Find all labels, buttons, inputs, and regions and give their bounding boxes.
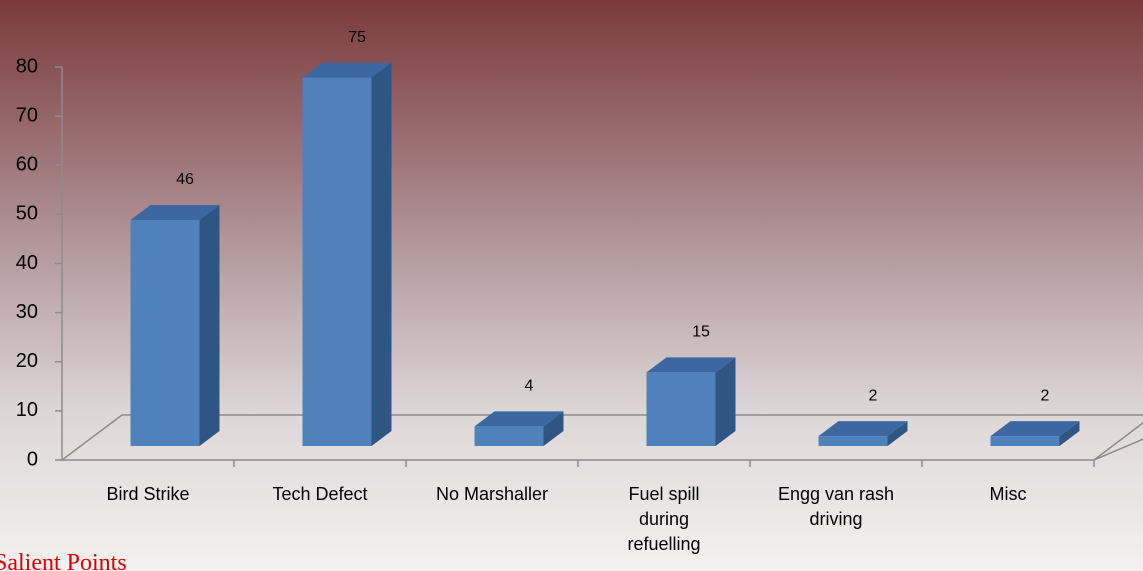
x-tick-label: Fuel spill during refuelling <box>627 484 701 554</box>
y-tick-label: 0 <box>27 448 38 470</box>
bar-side <box>371 62 392 446</box>
value-label: 2 <box>1041 387 1050 404</box>
bar <box>990 421 1080 446</box>
y-tick-label: 70 <box>16 104 38 126</box>
bar <box>646 357 736 446</box>
bar-front <box>646 372 716 446</box>
bar-side <box>715 357 736 446</box>
value-label: 2 <box>869 387 878 404</box>
floor <box>59 414 1143 461</box>
y-tick-label: 20 <box>16 350 38 372</box>
value-label: 75 <box>348 29 366 46</box>
right-wall-edge <box>1093 421 1143 461</box>
x-tick-label: Misc <box>989 484 1027 504</box>
bar <box>302 62 392 446</box>
bar-side <box>199 205 220 446</box>
bar-side <box>543 411 564 446</box>
bar-top <box>474 411 564 427</box>
bar <box>130 205 220 446</box>
x-tick-label: Tech Defect <box>272 484 368 504</box>
bar-front <box>474 426 544 446</box>
value-label: 4 <box>525 378 534 395</box>
bar-top <box>130 205 220 221</box>
x-tick-label: Bird Strike <box>106 484 190 504</box>
bar-front <box>130 220 200 446</box>
y-tick-label: 10 <box>16 399 38 421</box>
bar-side <box>887 421 908 446</box>
x-tick-label: Engg van rash driving <box>777 484 895 529</box>
bar-top <box>302 62 392 78</box>
bar-front <box>818 436 888 446</box>
x-tick-label: No Marshaller <box>435 484 549 504</box>
y-tick-label: 40 <box>16 252 38 274</box>
bar-top <box>990 421 1080 437</box>
bar-front <box>990 436 1060 446</box>
value-label: 46 <box>176 171 194 188</box>
y-tick-label: 50 <box>16 203 38 225</box>
bar-top <box>646 357 736 373</box>
bar-front <box>302 77 372 446</box>
bar-top <box>818 421 908 437</box>
annotation: Salient Points <box>0 550 127 571</box>
value-label: 15 <box>692 324 710 341</box>
y-tick-label: 60 <box>16 154 38 176</box>
y-tick-label: 30 <box>16 301 38 323</box>
y-tick-label: 80 <box>16 55 38 77</box>
bar <box>818 421 908 446</box>
bar-side <box>1059 421 1080 446</box>
bar <box>474 411 564 446</box>
